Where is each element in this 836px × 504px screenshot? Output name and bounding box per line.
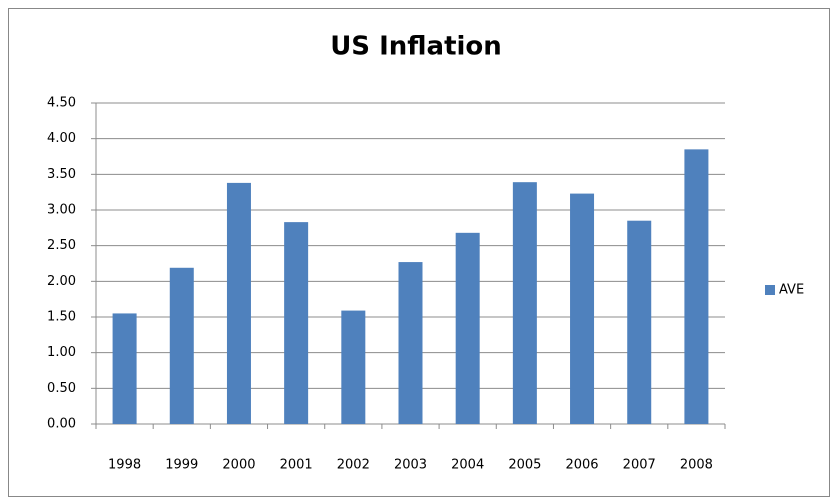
bar (284, 222, 309, 424)
x-tick-label: 2003 (394, 458, 427, 473)
bar (455, 232, 480, 424)
bar (112, 313, 137, 424)
bar (570, 193, 595, 424)
x-tick-label: 2006 (565, 458, 598, 473)
y-tick-label: 1.50 (47, 310, 76, 325)
bar (512, 182, 537, 424)
y-tick-label: 1.00 (47, 345, 76, 360)
y-tick-label: 3.00 (47, 203, 76, 218)
y-tick-label: 4.00 (47, 131, 76, 146)
y-tick-label: 0.00 (47, 417, 76, 432)
y-tick-label: 4.50 (47, 96, 76, 111)
legend-swatch (765, 285, 775, 295)
x-tick-label: 2008 (680, 458, 713, 473)
x-tick-label: 2007 (623, 458, 656, 473)
y-tick-label: 2.50 (47, 238, 76, 253)
x-tick-label: 2004 (451, 458, 484, 473)
y-tick-label: 0.50 (47, 381, 76, 396)
bar (398, 262, 423, 424)
x-tick-label: 1999 (165, 458, 198, 473)
x-tick-label: 2005 (508, 458, 541, 473)
y-tick-label: 3.50 (47, 167, 76, 182)
x-tick-label: 1998 (108, 458, 141, 473)
x-tick-label: 2000 (222, 458, 255, 473)
x-tick-label: 2001 (280, 458, 313, 473)
y-tick-label: 2.00 (47, 274, 76, 289)
bar (169, 267, 194, 424)
legend-label: AVE (779, 283, 804, 298)
bar (226, 182, 251, 424)
x-tick-label: 2002 (337, 458, 370, 473)
bar (341, 310, 366, 424)
bar (627, 220, 652, 424)
chart-title: US Inflation (330, 32, 502, 62)
bar (684, 149, 709, 424)
